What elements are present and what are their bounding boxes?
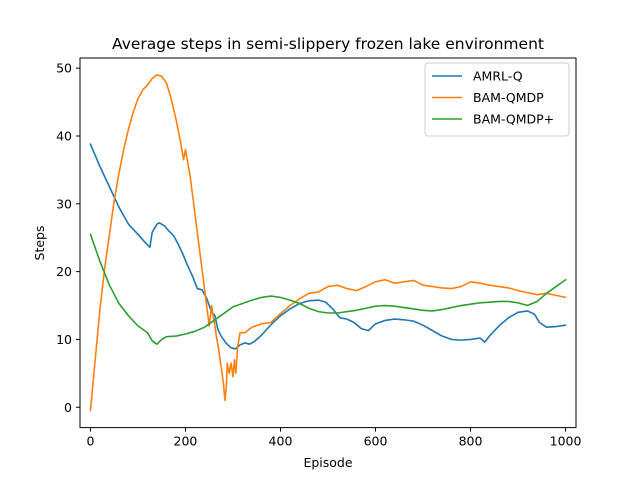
x-tick-label: 400 (269, 434, 293, 449)
y-tick-label: 10 (56, 332, 72, 347)
y-axis-title: Steps (32, 226, 47, 261)
y-tick-label: 40 (56, 128, 72, 143)
x-axis: 0 200 400 600 800 1000 (86, 427, 582, 449)
series-line-bam-qmdp- (89, 233, 567, 345)
x-tick-label: 1000 (550, 434, 582, 449)
y-tick-label: 20 (56, 264, 72, 279)
legend: AMRL-Q BAM-QMDP BAM-QMDP+ (424, 62, 570, 137)
legend-label: AMRL-Q (473, 69, 523, 84)
legend-label: BAM-QMDP (473, 90, 544, 105)
x-tick-label: 0 (86, 434, 94, 449)
series-line-bam-qmdp (89, 74, 567, 412)
x-axis-title: Episode (303, 455, 352, 470)
plot-frame (79, 57, 577, 429)
y-tick-label: 0 (64, 400, 72, 415)
chart-title: Average steps in semi-slippery frozen la… (112, 35, 544, 53)
legend-box (424, 62, 570, 137)
series-line-amrl-q (89, 143, 567, 350)
x-tick-label: 200 (174, 434, 198, 449)
y-tick-label: 50 (56, 61, 72, 76)
legend-label: BAM-QMDP+ (473, 112, 554, 127)
y-axis: 0 10 20 30 40 50 (56, 61, 80, 415)
x-tick-label: 800 (459, 434, 483, 449)
x-tick-label: 600 (364, 434, 388, 449)
series-layer (89, 74, 567, 412)
y-tick-label: 30 (56, 196, 72, 211)
